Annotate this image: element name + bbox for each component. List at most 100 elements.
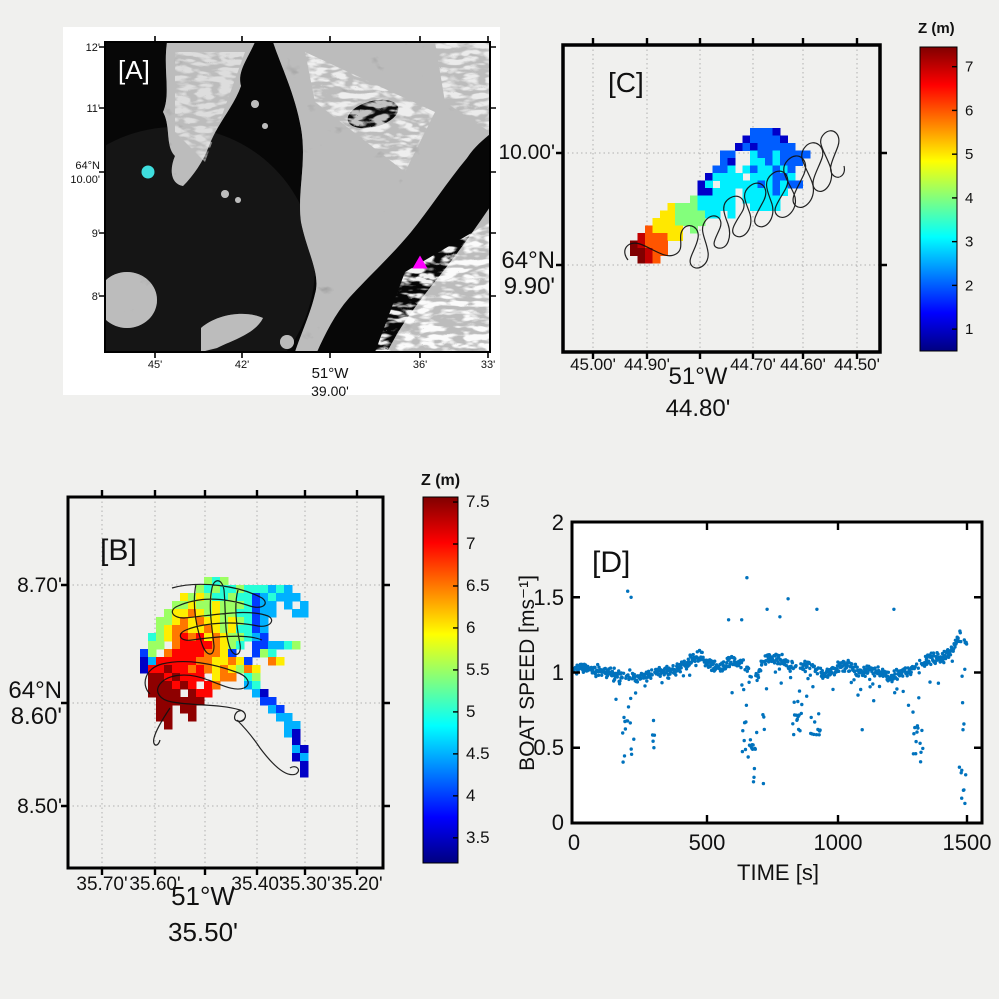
x-tick-label: 1500 xyxy=(943,830,992,855)
panel-b-y-axis: 8.70' 64°N 8.60' 8.50' xyxy=(8,574,62,818)
y-tick-label: 0.5 xyxy=(533,735,564,760)
y-tick-label: 8.60' xyxy=(11,703,62,730)
y-tick-label: 10.00' xyxy=(70,174,100,186)
panel-a-label: [A] xyxy=(118,55,150,85)
y-tick-label: 10.00' xyxy=(498,141,555,164)
panel-b-x-axis: 35.70' 35.60' 35.40' 35.30' 35.20' 51°W … xyxy=(76,874,382,947)
svg-text:6.5: 6.5 xyxy=(466,576,490,595)
panel-b-heatmap: [B] 8.70' 64°N 8.60' 8.50' 35.70' 35.60'… xyxy=(8,472,490,947)
svg-text:5.5: 5.5 xyxy=(466,660,490,679)
x-tick-label: 44.70' xyxy=(730,355,776,374)
panel-d-ticks xyxy=(572,522,982,823)
station-triangle-marker xyxy=(412,255,428,269)
y-tick-label: 11' xyxy=(86,103,100,115)
colorbar-ticks: 7.5 7 6.5 6 5.5 5 4.5 4 3.5 xyxy=(453,492,490,847)
svg-text:3.5: 3.5 xyxy=(466,828,490,847)
x-axis-title: TIME [s] xyxy=(737,860,819,885)
y-tick-label: 64°N xyxy=(75,160,100,172)
y-tick-label: 64°N xyxy=(8,677,62,704)
panel-c-depth-cells xyxy=(630,128,811,264)
svg-text:6: 6 xyxy=(965,102,973,119)
y-tick-label: 2 xyxy=(552,510,564,535)
x-axis-degree-label: 51°W xyxy=(171,881,235,911)
svg-text:6: 6 xyxy=(466,618,475,637)
panel-c-colorbar: Z (m) 7 6 5 4 3 2 1 xyxy=(918,20,973,352)
x-tick-label: 35.60' xyxy=(129,874,180,895)
panel-b-boat-track xyxy=(144,580,300,776)
panel-c-boat-track xyxy=(624,130,845,269)
y-tick-label: 64°N xyxy=(501,247,555,274)
panel-b-frame xyxy=(66,495,385,870)
panel-b-colorbar: Z (m) 7.5 7 6.5 6 5.5 5 4.5 4 3.5 xyxy=(421,472,490,864)
panel-c-label: [C] xyxy=(608,67,644,98)
x-tick-label: 1000 xyxy=(814,830,863,855)
svg-text:4: 4 xyxy=(965,190,973,207)
y-tick-label: 0 xyxy=(552,810,564,835)
x-tick-label: 45.00' xyxy=(570,355,616,374)
svg-text:1: 1 xyxy=(965,321,973,338)
panel-c-heatmap: [C] 10.00' 64°N 9.90' 45.00' 44.90' 44.7… xyxy=(498,20,973,422)
panel-d-scatter: [D] 0 0.5 1 1.5 2 BOAT SPEED [ms⁻¹] 0 50… xyxy=(516,510,992,885)
panel-d-y-axis: 0 0.5 1 1.5 2 BOAT SPEED [ms⁻¹] xyxy=(516,510,564,835)
panel-c-frame xyxy=(561,43,882,354)
panel-d-label: [D] xyxy=(592,546,630,579)
panel-b-label: [B] xyxy=(100,534,137,567)
x-axis-minute-label: 35.50' xyxy=(168,917,238,947)
y-tick-label: 9.90' xyxy=(504,273,555,300)
svg-text:4.5: 4.5 xyxy=(466,744,490,763)
x-axis-minute-label: 44.80' xyxy=(666,395,731,422)
x-tick-label: 44.90' xyxy=(624,355,670,374)
svg-text:2: 2 xyxy=(965,277,973,294)
svg-text:3: 3 xyxy=(965,234,973,251)
y-tick-label: 8.50' xyxy=(17,795,62,818)
x-tick-label: 33' xyxy=(481,359,495,371)
y-tick-label: 8.70' xyxy=(17,574,62,597)
y-tick-label: 9' xyxy=(92,228,100,240)
y-tick-label: 12' xyxy=(86,42,100,54)
x-tick-label: 44.60' xyxy=(780,355,826,374)
colorbar-gradient xyxy=(919,46,958,352)
panel-d-x-axis: 0 500 1000 1500 TIME [s] xyxy=(568,830,992,885)
svg-text:5: 5 xyxy=(965,146,973,163)
x-tick-label: 44.50' xyxy=(834,355,880,374)
panel-c-ticks xyxy=(556,38,887,359)
panel-a-ticks xyxy=(99,36,496,358)
panel-a-frame xyxy=(104,41,491,353)
station-circle-marker xyxy=(141,165,155,179)
panel-a-y-axis: 12' 11' 64°N 10.00' 9' 8' xyxy=(70,42,100,303)
x-axis-degree-label: 51°W xyxy=(669,363,728,390)
panel-c-y-axis: 10.00' 64°N 9.90' xyxy=(498,141,555,300)
svg-text:5: 5 xyxy=(466,702,475,721)
svg-text:7: 7 xyxy=(466,534,475,553)
x-tick-label: 35.30' xyxy=(279,874,330,895)
y-tick-label: 8' xyxy=(92,291,100,303)
colorbar-title: Z (m) xyxy=(918,20,955,37)
y-axis-title: BOAT SPEED [ms⁻¹] xyxy=(516,575,539,771)
x-axis-degree-label: 51°W xyxy=(312,365,350,382)
x-tick-label: 35.70' xyxy=(76,874,127,895)
y-tick-label: 1.5 xyxy=(533,585,564,610)
x-tick-label: 35.40' xyxy=(231,874,282,895)
panel-b-ticks xyxy=(61,490,390,875)
x-tick-label: 36' xyxy=(413,359,427,371)
svg-text:4: 4 xyxy=(466,786,475,805)
bright-terrain-speckles xyxy=(175,42,490,352)
colorbar-ticks: 7 6 5 4 3 2 1 xyxy=(952,59,973,338)
x-tick-label: 35.20' xyxy=(331,874,382,895)
panel-a-x-axis: 45' 42' 36' 33' 51°W 39.00' xyxy=(148,359,495,399)
boat-speed-points xyxy=(572,576,969,806)
colorbar-title: Z (m) xyxy=(421,472,460,489)
panel-a-satellite-map: [A] 12' 11' 64°N 10.00' 9' 8' 45' 42' 36… xyxy=(63,27,500,399)
x-tick-label: 42' xyxy=(235,359,249,371)
colorbar-gradient xyxy=(422,496,459,864)
svg-text:7.5: 7.5 xyxy=(466,492,490,511)
x-axis-minute-label: 39.00' xyxy=(311,383,349,399)
x-tick-label: 0 xyxy=(568,830,580,855)
panel-b-depth-cells xyxy=(140,577,309,778)
x-tick-label: 500 xyxy=(689,830,726,855)
satellite-image: [A] xyxy=(105,42,490,352)
x-tick-label: 45' xyxy=(148,359,162,371)
y-tick-label: 1 xyxy=(552,660,564,685)
svg-text:7: 7 xyxy=(965,59,973,76)
